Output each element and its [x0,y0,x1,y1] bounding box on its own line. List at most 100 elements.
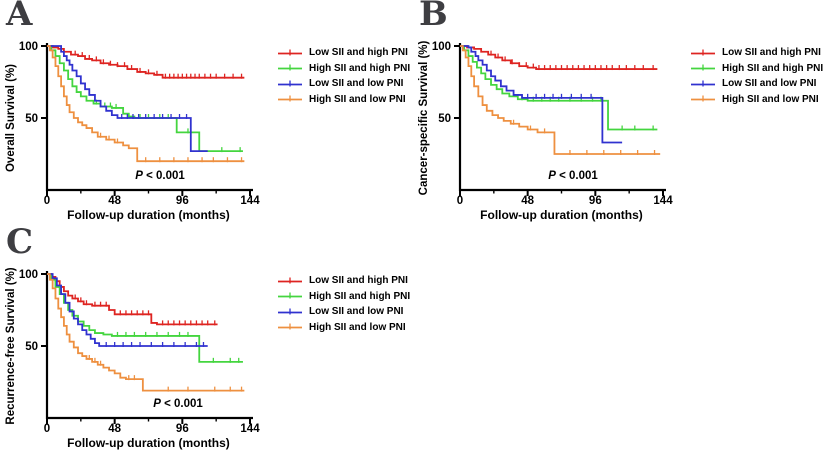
legend-line-icon [278,80,302,87]
y-tick-label: 50 [25,113,38,125]
y-axis-title: Overall Survival (%) [5,64,17,172]
legend-line-icon [278,308,302,315]
censor-ticks-low-sii-and-high-pni [74,294,216,326]
legend-item-high-sii-and-high-pni: High SII and high PNI [277,61,410,77]
y-axis-title: Cancer-specific Survival (%) [418,40,430,195]
legend-line-icon [691,49,715,56]
p-value: P < 0.001 [548,170,598,182]
legend-item-low-sii-and-high-pni: Low SII and high PNI [277,45,410,61]
x-tick-label: 144 [653,195,673,207]
legend-label: High SII and high PNI [722,62,824,74]
legend-item-low-sii-and-low-pni: Low SII and low PNI [277,304,410,320]
p-value: P < 0.001 [135,170,185,182]
legend-panel-c: Low SII and high PNI High SII and high PN… [277,273,410,335]
curve-high-sii-and-low-pni [460,45,661,155]
x-tick-label: 48 [521,195,534,207]
legend-line-icon [278,277,302,284]
legend-item-high-sii-and-low-pni: High SII and low PNI [690,92,823,108]
x-tick-label: 96 [589,195,602,207]
curve-low-sii-and-high-pni [47,273,218,326]
y-tick-label: 100 [19,41,38,53]
legend-item-high-sii-and-low-pni: High SII and low PNI [277,92,410,108]
curve-low-sii-and-low-pni [47,45,208,153]
censor-ticks-high-sii-and-low-pni [99,132,243,163]
panel-letter-a: A [6,0,33,34]
curve-low-sii-and-high-pni [460,45,658,70]
legend-item-low-sii-and-low-pni: Low SII and low PNI [690,76,823,92]
axes: 0 48 96 144 50 100 [19,269,260,435]
legend-label: High SII and low PNI [309,93,406,105]
axes: 0 48 96 144 50 100 [19,41,260,207]
legend-item-low-sii-and-low-pni: Low SII and low PNI [277,76,410,92]
legend-line-icon [278,95,302,102]
curve-low-sii-and-low-pni [460,45,623,144]
x-tick-label: 144 [240,195,260,207]
censor-ticks-low-sii-and-high-pni [74,50,243,79]
x-tick-label: 96 [176,423,189,435]
legend-label: High SII and high PNI [309,62,411,74]
legend-label: High SII and low PNI [722,93,819,105]
legend-item-low-sii-and-high-pni: Low SII and high PNI [277,273,410,289]
legend-label: High SII and low PNI [309,321,406,333]
x-tick-label: 0 [44,423,50,435]
legend-item-high-sii-and-high-pni: High SII and high PNI [690,61,823,77]
curve-high-sii-and-high-pni [460,45,658,131]
p-value: P < 0.001 [153,398,203,410]
x-tick-label: 48 [108,195,121,207]
censor-ticks-high-sii-and-low-pni [88,354,243,392]
legend-panel-b: Low SII and high PNI High SII and high PN… [690,45,823,107]
x-tick-label: 144 [240,423,260,435]
x-axis-title: Follow-up duration (months) [67,208,230,222]
y-tick-label: 100 [432,41,451,53]
legend-label: High SII and high PNI [309,290,411,302]
legend-item-high-sii-and-high-pni: High SII and high PNI [277,289,410,305]
legend-line-icon [691,80,715,87]
curve-high-sii-and-high-pni [47,45,243,153]
axes: 0 48 96 144 50 100 [432,41,673,207]
y-axis-title: Recurrence-free Survival (%) [5,267,17,424]
x-tick-label: 0 [44,195,50,207]
legend-label: Low SII and high PNI [309,47,408,59]
censor-ticks-low-sii-and-low-pni [121,114,188,119]
panel-b: 0 48 96 144 50 100 Cancer-specific Survival (%… [413,0,825,229]
x-tick-label: 96 [176,195,189,207]
x-tick-label: 48 [108,423,121,435]
panel-c: 0 48 96 144 50 100 Recurrence-free Survival (%… [0,222,413,457]
legend-line-icon [278,64,302,71]
legend-line-icon [278,292,302,299]
y-tick-label: 100 [19,269,38,281]
x-axis-title: Follow-up duration (months) [67,436,230,450]
x-tick-label: 0 [457,195,463,207]
x-axis-title: Follow-up duration (months) [480,208,643,222]
legend-label: Low SII and high PNI [722,47,821,59]
y-tick-label: 50 [438,113,451,125]
curve-low-sii-and-high-pni [47,45,245,79]
censor-ticks-low-sii-and-low-pni [527,93,592,99]
censor-ticks-low-sii-and-low-pni [105,342,205,347]
curve-high-sii-and-low-pni [47,273,245,392]
legend-line-icon [278,49,302,56]
legend-line-icon [691,64,715,71]
legend-item-low-sii-and-high-pni: Low SII and high PNI [690,45,823,61]
legend-label: Low SII and low PNI [309,306,404,318]
panel-letter-b: B [419,0,448,34]
legend-panel-a: Low SII and high PNI High SII and high PN… [277,45,410,107]
legend-item-high-sii-and-low-pni: High SII and low PNI [277,320,410,336]
curve-high-sii-and-low-pni [47,45,245,163]
panel-a: 0 48 96 144 50 100 Overall Survival (%) Follow-… [0,0,413,229]
legend-label: Low SII and low PNI [309,78,404,90]
legend-label: Low SII and low PNI [722,78,817,90]
legend-line-icon [278,323,302,330]
y-tick-label: 50 [25,341,38,353]
panel-letter-c: C [6,222,34,262]
legend-line-icon [691,95,715,102]
censor-ticks-high-sii-and-high-pni [116,331,240,363]
censor-ticks-low-sii-and-high-pni [490,50,654,71]
censor-ticks-high-sii-and-low-pni [512,119,656,155]
curve-low-sii-and-low-pni [47,273,208,347]
legend-label: Low SII and high PNI [309,275,408,287]
